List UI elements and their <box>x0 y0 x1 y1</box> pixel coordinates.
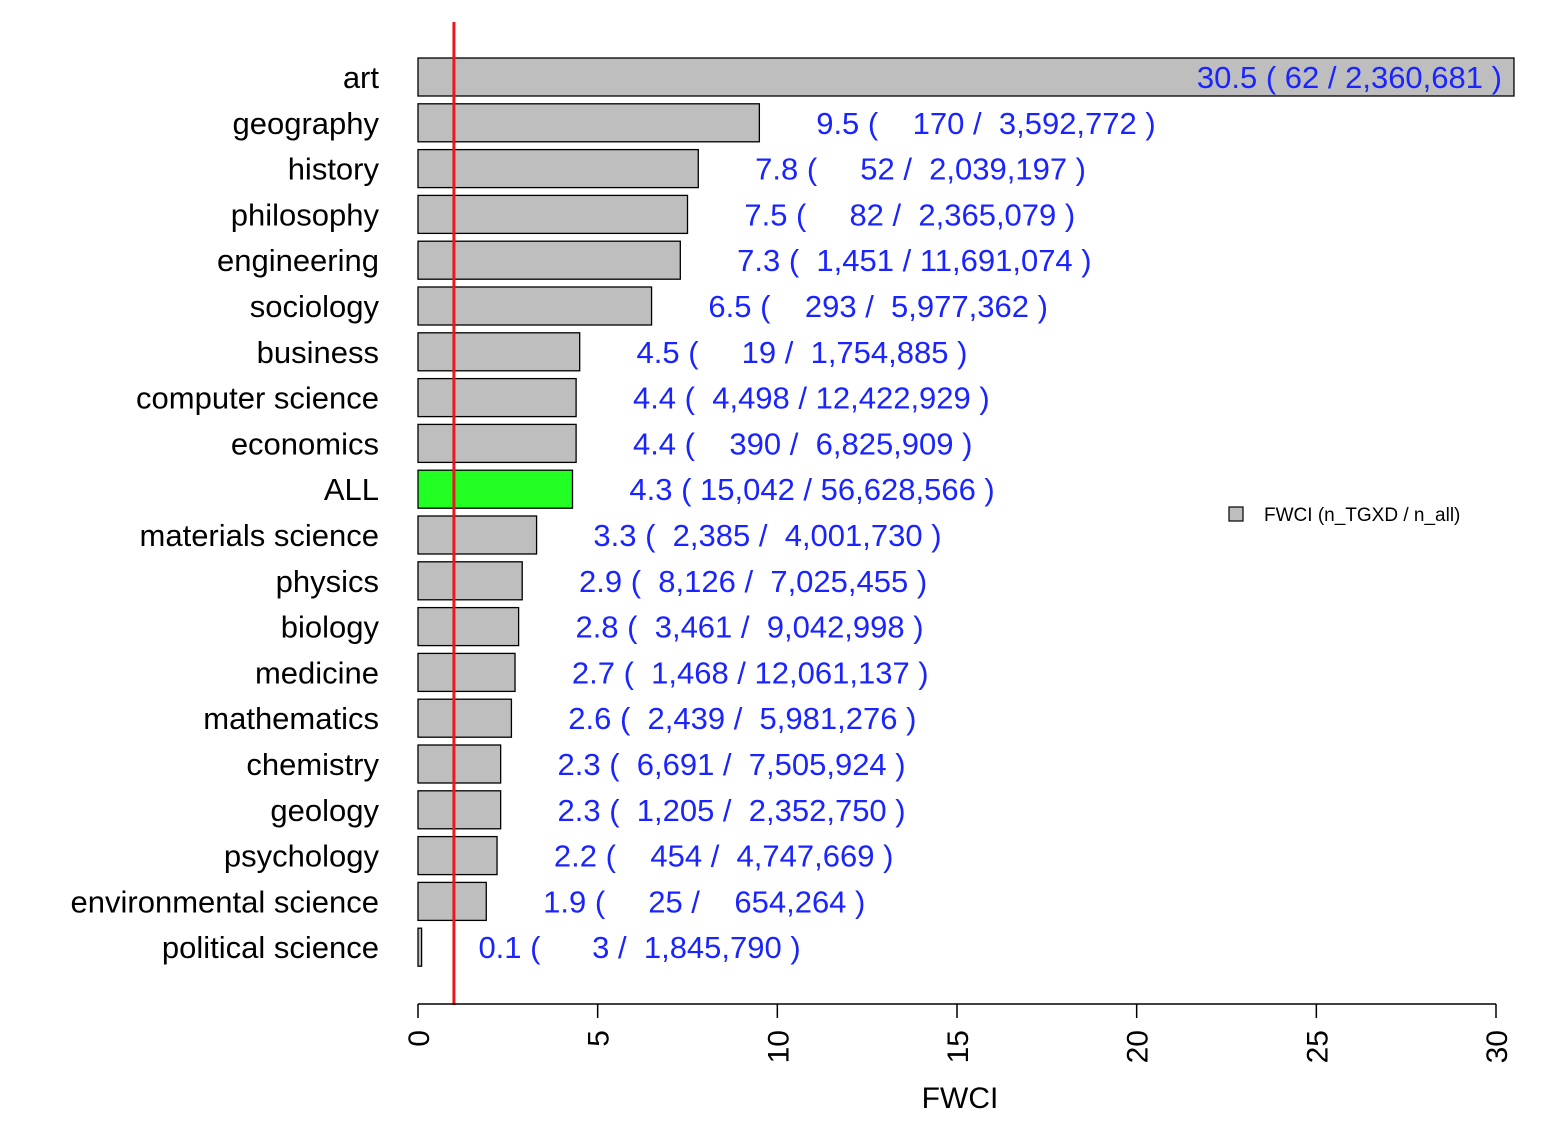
value-label: 6.5 ( 293 / 5,977,362 ) <box>708 289 1048 324</box>
value-label: 4.4 ( 390 / 6,825,909 ) <box>633 426 973 461</box>
bar <box>417 377 577 418</box>
category-label: mathematics <box>203 701 379 736</box>
x-tick-label: 20 <box>1122 1030 1155 1063</box>
bar <box>417 240 681 280</box>
legend: FWCI (n_TGXD / n_all) <box>1228 505 1460 526</box>
category-label: medicine <box>255 655 379 690</box>
legend-swatch <box>1228 506 1244 522</box>
x-tick-label: 5 <box>583 1030 616 1047</box>
category-label: materials science <box>140 518 379 553</box>
value-label: 30.5 ( 62 / 2,360,681 ) <box>1197 60 1502 95</box>
bar <box>417 286 653 326</box>
category-label: political science <box>162 930 379 965</box>
value-label: 4.4 ( 4,498 / 12,422,929 ) <box>633 381 990 416</box>
category-label: sociology <box>250 289 380 324</box>
category-label: chemistry <box>246 747 379 782</box>
bar <box>417 469 574 509</box>
category-label: business <box>257 335 379 370</box>
bar <box>417 423 577 464</box>
bar <box>417 698 513 738</box>
bar <box>417 194 689 235</box>
category-label: art <box>343 60 380 95</box>
bar <box>417 57 1515 97</box>
category-label: economics <box>231 426 379 461</box>
value-label: 4.3 ( 15,042 / 56,628,566 ) <box>629 472 994 507</box>
bar <box>417 652 516 693</box>
bars-group <box>417 57 1515 967</box>
category-label: physics <box>276 564 379 599</box>
value-label: 2.9 ( 8,126 / 7,025,455 ) <box>579 564 927 599</box>
value-label: 7.8 ( 52 / 2,039,197 ) <box>755 152 1086 187</box>
bar <box>417 881 487 922</box>
category-label: geography <box>232 106 379 141</box>
bar <box>417 148 699 189</box>
x-axis: 0 5 10 15 20 25 30 <box>403 1003 1514 1063</box>
category-label: ALL <box>324 472 379 507</box>
category-label: computer science <box>136 381 379 416</box>
value-label: 2.3 ( 6,691 / 7,505,924 ) <box>557 747 905 782</box>
x-tick-label: 0 <box>403 1030 436 1047</box>
bar <box>417 790 502 830</box>
x-tick-label: 25 <box>1301 1030 1334 1063</box>
bar <box>417 927 423 967</box>
bar <box>417 515 538 555</box>
bar <box>417 332 581 372</box>
category-labels: art geography history philosophy engineering… <box>71 60 380 965</box>
category-label: environmental science <box>71 884 379 919</box>
value-label: 4.5 ( 19 / 1,754,885 ) <box>637 335 968 370</box>
value-label: 1.9 ( 25 / 654,264 ) <box>543 884 865 919</box>
value-label: 7.5 ( 82 / 2,365,079 ) <box>744 197 1075 232</box>
category-label: philosophy <box>231 197 380 232</box>
x-tick-label: 30 <box>1481 1030 1514 1063</box>
value-label: 2.3 ( 1,205 / 2,352,750 ) <box>557 793 905 828</box>
value-label: 9.5 ( 170 / 3,592,772 ) <box>816 106 1156 141</box>
category-label: history <box>288 152 380 187</box>
value-label: 0.1 ( 3 / 1,845,790 ) <box>478 930 800 965</box>
category-label: geology <box>270 793 379 828</box>
value-label: 2.6 ( 2,439 / 5,981,276 ) <box>568 701 916 736</box>
value-label: 7.3 ( 1,451 / 11,691,074 ) <box>737 243 1091 278</box>
value-labels: 30.5 ( 62 / 2,360,681 ) 9.5 ( 170 / 3,592… <box>478 60 1502 965</box>
bar <box>417 103 761 143</box>
bar <box>417 835 498 876</box>
category-label: psychology <box>224 839 380 874</box>
x-axis-title: FWCI <box>922 1082 999 1115</box>
legend-label: FWCI (n_TGXD / n_all) <box>1264 505 1460 526</box>
bar <box>417 606 520 647</box>
bar <box>417 744 502 784</box>
category-label: biology <box>281 610 380 645</box>
x-tick-label: 15 <box>942 1030 975 1063</box>
value-label: 2.2 ( 454 / 4,747,669 ) <box>554 839 894 874</box>
category-label: engineering <box>217 243 379 278</box>
value-label: 3.3 ( 2,385 / 4,001,730 ) <box>593 518 941 553</box>
bar <box>417 561 523 601</box>
value-label: 2.8 ( 3,461 / 9,042,998 ) <box>575 610 923 645</box>
x-tick-label: 10 <box>762 1030 795 1063</box>
value-label: 2.7 ( 1,468 / 12,061,137 ) <box>572 655 929 690</box>
